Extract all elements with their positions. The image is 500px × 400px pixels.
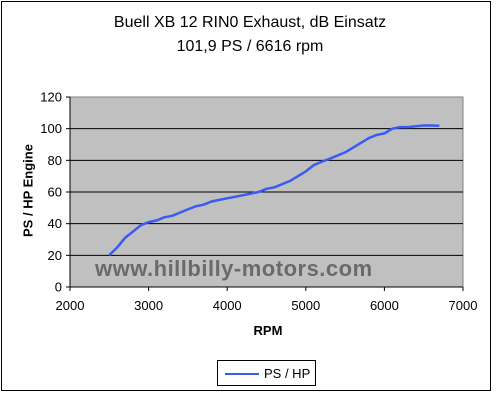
x-tick-label: 5000 <box>291 298 320 313</box>
x-axis-ticks: 2000 3000 4000 5000 6000 7000 <box>56 97 478 313</box>
x-tick-label: 2000 <box>56 298 85 313</box>
series-layer <box>108 124 440 257</box>
x-tick-label: 7000 <box>449 298 478 313</box>
y-tick-label: 120 <box>40 90 62 105</box>
y-tick-label: 80 <box>48 153 62 168</box>
y-tick-label: 20 <box>48 248 62 263</box>
x-tick-label: 6000 <box>370 298 399 313</box>
x-axis-label: RPM <box>253 323 283 338</box>
chart-title: Buell XB 12 RIN0 Exhaust, dB Einsatz <box>113 14 387 31</box>
y-tick-label: 60 <box>48 185 62 200</box>
y-tick-label: 100 <box>40 121 62 136</box>
y-tick-label: 0 <box>55 280 62 295</box>
watermark-text: www.hillbilly-motors.com <box>95 256 373 281</box>
y-axis-ticks: 0 20 40 60 80 100 120 <box>40 90 70 295</box>
chart-subtitle: 101,9 PS / 6616 rpm <box>176 38 324 55</box>
legend: PS / HP <box>217 360 316 386</box>
grid-lines <box>70 128 463 256</box>
legend-series-swatch <box>225 373 259 375</box>
x-tick-label: 3000 <box>134 298 163 313</box>
y-tick-label: 40 <box>48 216 62 231</box>
series-line-ps-hp <box>108 124 440 257</box>
legend-series-label: PS / HP <box>264 366 311 381</box>
y-axis-label: PS / HP Engine <box>20 144 36 237</box>
x-tick-label: 4000 <box>213 298 242 313</box>
